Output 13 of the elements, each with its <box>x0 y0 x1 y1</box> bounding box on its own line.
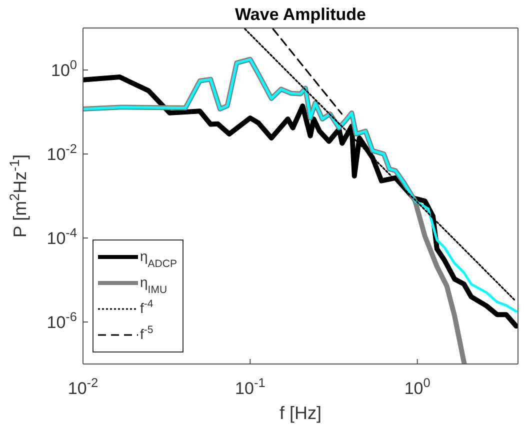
legend-label: η$_{ADCP}$ <box>140 248 177 270</box>
legend-label: η$_{IMU}$ <box>140 274 168 296</box>
chart-title: Wave Amplitude <box>235 5 366 24</box>
x-tick-label: 10$^{-2}$ <box>68 374 98 398</box>
x-tick-label: 10$^{0}$ <box>404 374 430 398</box>
y-tick-label: 10$^{0}$ <box>50 56 77 80</box>
legend-label: f$^{-4}$ <box>140 298 154 316</box>
y-tick-label: 10$^{-2}$ <box>46 140 77 164</box>
x-tick-label: 10$^{-1}$ <box>235 374 266 398</box>
y-tick-label: 10$^{-4}$ <box>46 224 77 248</box>
x-axis-title: f [Hz] <box>279 403 322 423</box>
legend-label: f$^{-5}$ <box>140 324 154 342</box>
y-tick-label: 10$^{-6}$ <box>46 308 77 332</box>
